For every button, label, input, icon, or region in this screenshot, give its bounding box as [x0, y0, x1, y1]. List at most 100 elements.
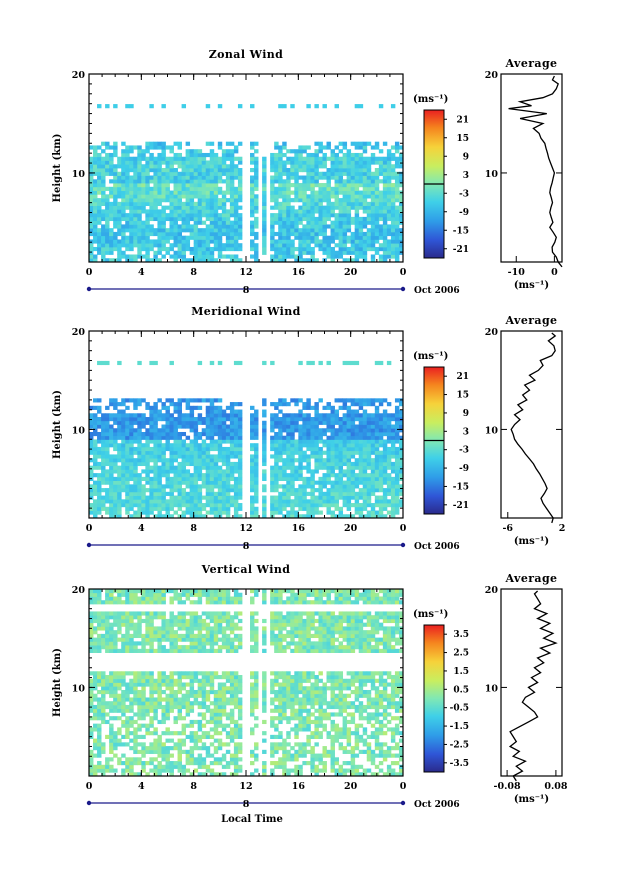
- heatmap-cell: [213, 179, 219, 184]
- heatmap-cell: [390, 198, 396, 203]
- heatmap-cell: [274, 458, 279, 463]
- heatmap-cell: [137, 461, 142, 467]
- heatmap-cell: [169, 198, 174, 203]
- heatmap-cell: [394, 198, 400, 203]
- heatmap-cell: [121, 622, 126, 627]
- heatmap-cell: [101, 641, 106, 646]
- heatmap-cell: [117, 417, 122, 422]
- heatmap-cell: [370, 190, 376, 195]
- heatmap-cell: [157, 600, 162, 605]
- heatmap-cell: [306, 484, 311, 489]
- heatmap-cell: [314, 420, 319, 425]
- heatmap-cell: [105, 258, 110, 263]
- heatmap-cell: [149, 194, 154, 199]
- heatmap-cell: [326, 446, 331, 452]
- heatmap-cell: [237, 409, 243, 414]
- heatmap-cell: [109, 398, 114, 403]
- heatmap-cell: [201, 220, 207, 225]
- heatmap-cell: [101, 420, 106, 425]
- heatmap-cell: [117, 160, 122, 165]
- heatmap-cell: [237, 183, 243, 188]
- heatmap-cell: [113, 417, 118, 422]
- heatmap-cell: [93, 149, 98, 154]
- heatmap-cell: [294, 514, 299, 519]
- heatmap-cell: [217, 198, 223, 203]
- heatmap-cell: [105, 734, 110, 739]
- heatmap-cell: [153, 708, 158, 713]
- heatmap-cell: [197, 231, 203, 237]
- heatmap-cell: [113, 209, 118, 214]
- heatmap-cell: [229, 194, 235, 199]
- heatmap-cell: [149, 465, 154, 470]
- heatmap-cell: [153, 701, 158, 706]
- heatmap-cell: [262, 424, 267, 429]
- heatmap-cell: [237, 420, 243, 425]
- heatmap-cell: [109, 484, 114, 489]
- heatmap-cell: [205, 160, 211, 165]
- heatmap-cell: [149, 164, 154, 169]
- heatmap-cell: [133, 686, 138, 691]
- heatmap-cell: [161, 205, 166, 210]
- heatmap-cell: [302, 503, 307, 508]
- heatmap-cell: [105, 171, 110, 176]
- heatmap-cell: [145, 708, 150, 713]
- heatmap-cell: [133, 405, 138, 410]
- heatmap-cell: [278, 510, 283, 515]
- heatmap-cell: [394, 194, 400, 199]
- heatmap-cell: [177, 213, 182, 218]
- heatmap-cell: [125, 164, 130, 169]
- heatmap-cell: [137, 156, 142, 161]
- heatmap-cell: [177, 461, 182, 467]
- heatmap-cell: [93, 473, 98, 478]
- heatmap-cell: [390, 205, 396, 210]
- heatmap-cell: [165, 405, 170, 410]
- heatmap-cell: [121, 753, 126, 758]
- heatmap-cell: [193, 491, 199, 496]
- heatmap-cell: [213, 514, 219, 519]
- heatmap-cell: [378, 458, 384, 463]
- average-frame: [500, 330, 563, 519]
- heatmap-cell: [161, 626, 166, 631]
- heatmap-cell: [205, 420, 211, 425]
- heatmap-cell: [161, 213, 166, 218]
- heatmap-cell: [89, 439, 94, 444]
- heatmap-cell: [250, 514, 255, 519]
- heatmap-cell: [205, 469, 211, 474]
- heatmap-cell: [274, 246, 279, 252]
- heatmap-cell: [205, 424, 211, 429]
- heatmap-cell: [302, 224, 307, 229]
- heatmap-cell: [322, 224, 327, 229]
- heatmap-cell: [165, 409, 170, 414]
- heatmap-cell: [105, 473, 110, 478]
- heatmap-cell: [254, 417, 259, 422]
- heatmap-cell: [374, 198, 380, 203]
- heatmap-cell: [358, 446, 364, 452]
- heatmap-cell: [205, 431, 211, 437]
- heatmap-cell: [93, 216, 98, 222]
- heatmap-cell: [378, 424, 384, 429]
- heatmap-cell: [89, 413, 94, 418]
- heatmap-cell: [177, 480, 182, 485]
- heatmap-cell: [394, 461, 400, 467]
- heatmap-cell: [149, 693, 154, 698]
- heatmap-cell: [274, 446, 279, 452]
- heatmap-cell: [117, 600, 122, 605]
- heatmap-cell: [294, 171, 299, 176]
- heatmap-cell: [342, 228, 348, 233]
- heatmap-cell: [149, 360, 154, 366]
- heatmap-cell: [362, 469, 368, 474]
- heatmap-cell: [326, 201, 331, 206]
- heatmap-cell: [97, 689, 102, 695]
- heatmap-cell: [169, 731, 174, 736]
- heatmap-cell: [113, 716, 118, 721]
- heatmap-cell: [306, 224, 311, 229]
- heatmap-cell: [201, 446, 207, 452]
- heatmap-cell: [89, 484, 94, 489]
- heatmap-cell: [374, 246, 380, 252]
- heatmap-cell: [270, 205, 275, 210]
- heatmap-cell: [153, 250, 158, 255]
- heatmap-cell: [250, 168, 255, 173]
- heatmap-cell: [274, 450, 279, 455]
- heatmap-cell: [398, 179, 404, 184]
- heatmap-cell: [386, 198, 392, 203]
